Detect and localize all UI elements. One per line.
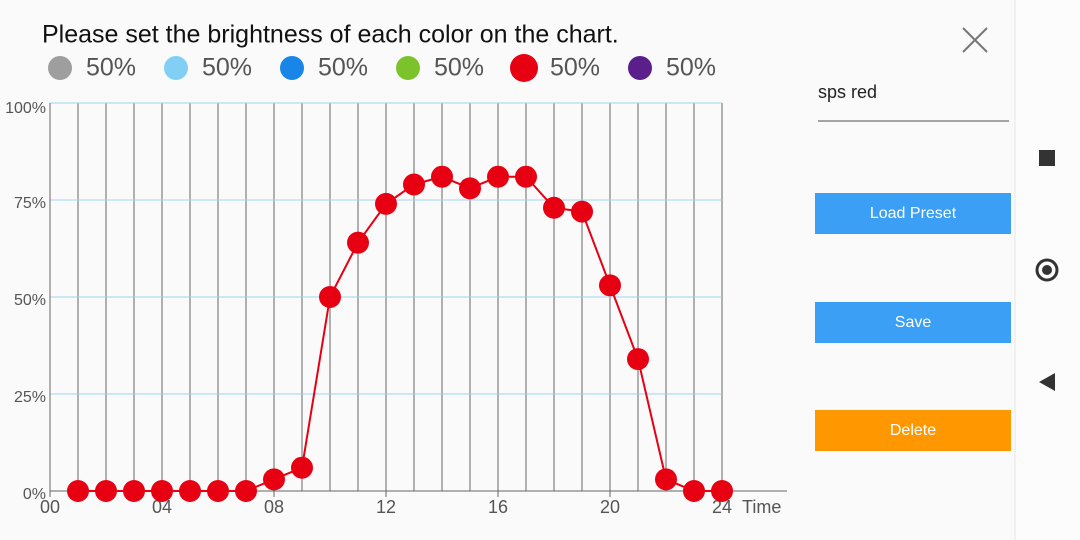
data-point[interactable] — [515, 165, 537, 188]
data-point[interactable] — [291, 456, 313, 479]
data-point[interactable] — [487, 165, 509, 188]
data-point[interactable] — [655, 468, 677, 491]
y-tick-label: 75% — [14, 195, 46, 212]
data-point[interactable] — [235, 480, 257, 502]
chart: 50% 50% 50% 50% 50% 50% 0% 25% 50% 75% 100% 00 04 08 1… — [5, 54, 787, 517]
x-tick-label: 12 — [376, 497, 396, 517]
x-tick-label: 08 — [264, 497, 284, 517]
preset-name-input[interactable]: sps red — [818, 82, 877, 102]
data-point[interactable] — [543, 196, 565, 219]
data-point[interactable] — [711, 480, 733, 502]
color-level-label[interactable]: 50% — [666, 54, 716, 82]
chart-title: Please set the brightness of each color … — [42, 21, 619, 49]
data-point[interactable] — [599, 274, 621, 297]
color-level-label[interactable]: 50% — [202, 54, 252, 82]
data-point[interactable] — [375, 192, 397, 215]
back-button[interactable] — [1039, 373, 1055, 391]
data-point[interactable] — [403, 173, 425, 196]
color-swatch[interactable] — [510, 54, 538, 82]
data-point[interactable] — [319, 286, 341, 308]
x-axis-label: Time — [742, 497, 781, 517]
color-level-label[interactable]: 50% — [550, 54, 600, 82]
action-button[interactable] — [815, 193, 1011, 234]
x-tick-label: 16 — [488, 497, 508, 517]
color-level-label[interactable]: 50% — [434, 54, 484, 82]
data-point[interactable] — [151, 480, 173, 502]
data-point[interactable] — [571, 200, 593, 223]
action-button[interactable] — [815, 410, 1011, 451]
action-button-label[interactable]: Load Preset — [870, 205, 957, 222]
color-level-label[interactable]: 50% — [86, 54, 136, 82]
home-button[interactable] — [1035, 258, 1059, 282]
color-swatch[interactable] — [280, 56, 304, 80]
color-swatch[interactable] — [396, 56, 420, 80]
home-button-dot — [1042, 265, 1052, 275]
color-level-label[interactable]: 50% — [318, 54, 368, 82]
action-button[interactable] — [815, 302, 1011, 343]
data-point[interactable] — [459, 177, 481, 200]
x-tick-label: 04 — [152, 497, 172, 517]
data-point[interactable] — [207, 480, 229, 502]
data-point[interactable] — [95, 480, 117, 502]
data-point[interactable] — [431, 165, 453, 188]
button-group: Load Preset Save Delete — [815, 193, 1011, 451]
x-tick-label: 24 — [712, 497, 732, 517]
color-swatch[interactable] — [628, 56, 652, 80]
action-button-label[interactable]: Save — [895, 314, 932, 331]
color-swatch[interactable] — [48, 56, 72, 80]
action-button-label[interactable]: Delete — [890, 422, 936, 439]
y-tick-label: 0% — [23, 486, 46, 503]
y-tick-label: 50% — [14, 292, 46, 309]
color-swatch[interactable] — [164, 56, 188, 80]
close-button[interactable] — [955, 20, 995, 60]
data-point[interactable] — [179, 480, 201, 502]
x-tick-label: 00 — [40, 497, 60, 517]
close-icon — [962, 27, 988, 53]
recents-button[interactable] — [1039, 150, 1055, 166]
data-point[interactable] — [263, 468, 285, 491]
data-point[interactable] — [123, 480, 145, 502]
data-point[interactable] — [347, 231, 369, 254]
y-tick-label: 25% — [14, 389, 46, 406]
data-point[interactable] — [67, 480, 89, 502]
data-point[interactable] — [627, 348, 649, 371]
y-tick-label: 100% — [5, 100, 46, 117]
x-tick-label: 20 — [600, 497, 620, 517]
data-point[interactable] — [683, 480, 705, 502]
